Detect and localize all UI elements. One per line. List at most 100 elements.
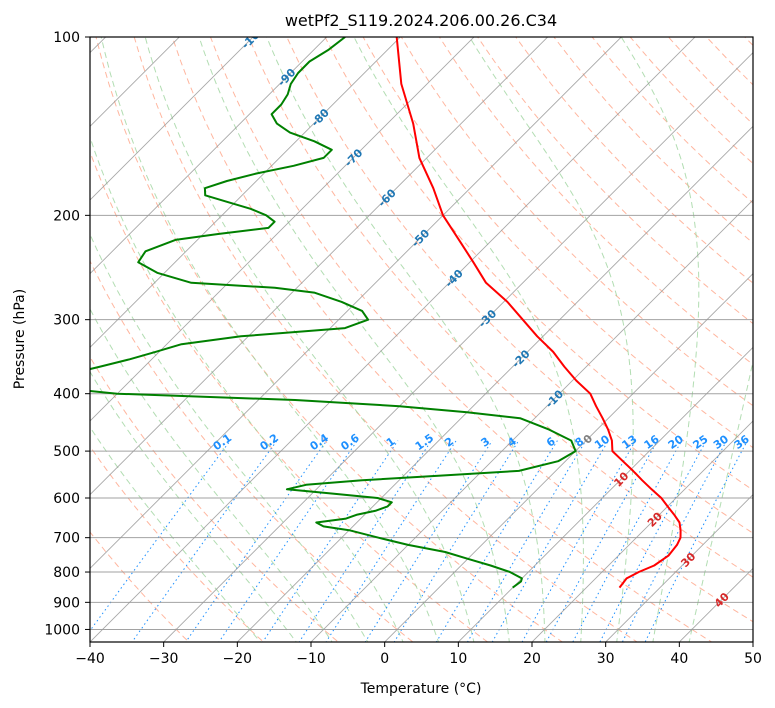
isotherm-label: -80 [309,106,332,129]
moist-adiabat-line [90,232,369,642]
dry-adiabat-line [706,37,753,86]
x-tick-label: 20 [523,651,541,667]
chart-title: wetPf2_S119.2024.206.00.26.C34 [285,11,557,31]
y-tick-label: 900 [53,595,80,611]
moist-adiabat-line [266,37,546,642]
mixing-ratio-label: 1 [384,435,398,450]
mixing-ratio-label: 1.5 [413,431,436,453]
x-tick-label: −40 [75,651,105,667]
y-tick-label: 1000 [44,622,80,638]
isotherm-label: -40 [443,267,466,290]
isotherm-label: 20 [645,510,665,530]
isotherm-line [752,641,753,642]
mixing-ratio-line [262,440,399,642]
dry-adiabat-line [90,445,265,642]
isotherm-label: -50 [409,226,432,249]
dry-adiabat-line [95,37,564,642]
mixing-ratio-line [218,440,358,642]
mixing-ratio-line [621,440,728,642]
x-tick-label: −20 [223,651,253,667]
y-tick-label: 300 [53,313,80,329]
isotherm-label: -60 [376,186,399,209]
dry-adiabat-line [286,37,753,534]
mixing-ratio-label: 6 [544,435,558,450]
isotherm-line [90,37,180,127]
isotherm-line [605,494,753,642]
pressure-gridlines [90,37,753,630]
isotherm-line [90,37,401,348]
mixing-ratio-label: 0.6 [338,431,362,453]
isotherm-label: 10 [611,469,631,489]
x-tick-label: 30 [597,651,615,667]
x-tick-label: 10 [449,651,467,667]
mixing-ratio-line [325,440,457,642]
mixing-ratio-label: 25 [691,433,711,452]
mixing-ratio-label: 13 [619,433,639,452]
sounding-profiles [90,37,682,589]
isotherm-line [163,52,753,642]
dry-adiabat-line [171,37,713,642]
mixing-ratio-line [599,440,707,642]
x-tick-label: 50 [744,651,762,667]
moist-adiabat-line [144,37,475,642]
isotherm-line [90,37,254,201]
mixing-ratio-label: 30 [711,432,731,452]
moist-adiabat-line [469,37,634,642]
mixing-ratio-label: 16 [642,432,662,452]
y-tick-label: 200 [53,208,80,224]
dry-adiabat-line [133,37,638,642]
dry-adiabat-line [400,37,753,407]
isotherm-line [531,420,753,642]
moist-adiabat-line [100,37,440,642]
mixing-ratio-line [298,440,432,642]
dry-adiabat-line [324,37,753,491]
isotherm-line [90,37,475,422]
mixing-ratio-label: 4 [505,435,519,450]
mixing-ratio-line [131,440,278,642]
moist-adiabat-line [353,37,584,642]
mixing-ratio-line [435,440,558,642]
isotherm-line [90,37,622,569]
y-tick-label: 500 [53,444,80,460]
dewpoint-profile-line [90,37,577,589]
mixing-ratio-line [90,440,231,632]
plot-frame [89,36,754,643]
mixing-ratio-line [393,440,520,642]
x-tick-label: −30 [149,651,179,667]
moist-adiabat-line [198,37,510,642]
mixing-ratio-label: 3 [479,435,493,450]
x-tick-label: −10 [296,651,326,667]
dry-adiabat-line [362,37,753,449]
isotherm-line [457,346,753,642]
moist-adiabat-line [90,370,297,642]
dry-adiabat-line [90,259,414,642]
isotherm-label: -20 [509,347,532,370]
mixing-ratio-label: 0.1 [211,431,234,453]
dry-adiabat-line [553,37,753,244]
isotherm-line [90,37,328,275]
isotherm-label: -30 [476,307,499,330]
y-axis-title: Pressure (hPa) [12,289,28,389]
temperature-profile-line [395,37,682,589]
isotherm-line [310,199,753,642]
x-tick-label: 40 [670,651,688,667]
moist-adiabat-line [90,308,333,642]
mixing-ratio-line [644,440,748,642]
isotherm-label: 30 [678,550,698,570]
mixing-ratio-label: 0.2 [258,431,281,453]
y-tick-label: 800 [53,565,80,581]
isotherm-line [384,273,753,642]
isotherm-line [90,37,549,496]
isotherm-line [90,37,696,642]
isotherm-label: -70 [342,146,365,169]
mixing-ratio-label: 20 [666,432,686,452]
moist-adiabat-line [688,358,753,642]
mixing-ratio-label: 2 [442,435,456,450]
mixing-ratio-line [364,440,493,642]
mixing-ratio-labels: 0.1 0.2 0.4 0.6 1 1.5 2 3 4 6 8 10 13 16 20 25 30 36 [211,431,752,453]
dry-adiabat-line [438,37,753,366]
background-lines [90,37,753,642]
x-axis-title: Temperature (°C) [360,681,482,697]
